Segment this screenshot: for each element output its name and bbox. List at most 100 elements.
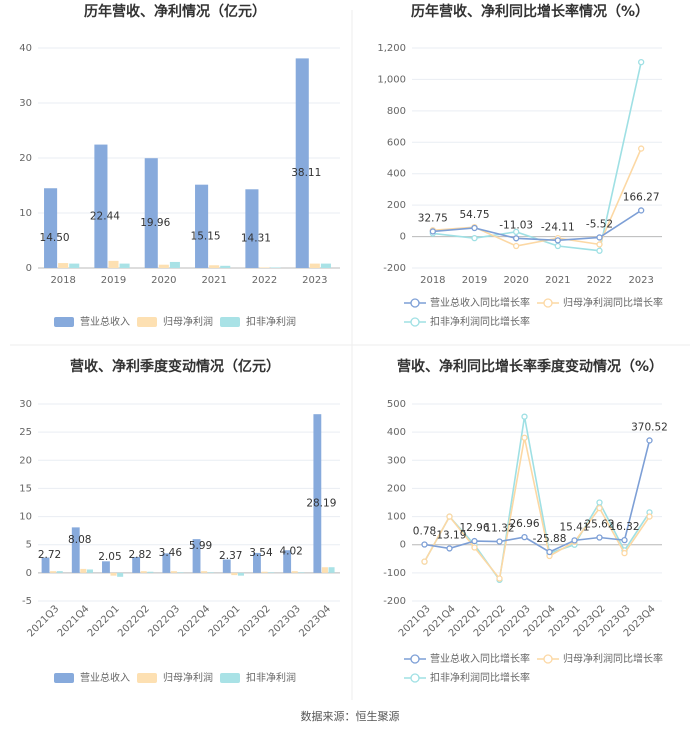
- bar: [140, 571, 147, 573]
- data-label: 22.44: [90, 210, 120, 222]
- legend-swatch: [220, 317, 240, 327]
- bar: [69, 263, 80, 268]
- y-tick-label: 400: [387, 169, 406, 180]
- legend-swatch: [54, 673, 74, 683]
- point: [596, 504, 603, 512]
- y-tick-label: -200: [383, 596, 406, 607]
- y-tick-label: 20: [19, 455, 32, 466]
- legend-label: 营业总收入同比增长率: [430, 652, 530, 665]
- y-tick-label: -200: [383, 263, 406, 274]
- x-tick-label: 2022Q2: [116, 603, 152, 639]
- legend-swatch: [410, 317, 420, 327]
- y-tick-label: 30: [19, 399, 32, 410]
- chart-title: 营收、净利同比增长率季度变动情况（%）: [397, 358, 663, 375]
- bar: [209, 265, 220, 268]
- data-label: 0.78: [413, 525, 436, 537]
- legend-swatch: [137, 317, 157, 327]
- source: 数据来源：恒生聚源: [301, 709, 400, 723]
- legend-label: 扣非净利润同比增长率: [430, 315, 530, 328]
- bar: [71, 527, 80, 573]
- point: [429, 228, 436, 235]
- data-label: 38.11: [291, 167, 321, 179]
- bar: [119, 263, 130, 268]
- bar: [328, 567, 335, 573]
- data-label: 54.75: [459, 209, 489, 221]
- bar: [158, 264, 169, 268]
- bar: [291, 571, 298, 573]
- line: [424, 440, 651, 553]
- data-label: 28.19: [306, 498, 336, 510]
- data-label: 12.96: [459, 522, 489, 534]
- y-tick-label: 300: [387, 455, 406, 466]
- bar: [132, 556, 141, 573]
- point: [554, 242, 561, 250]
- bar: [320, 263, 331, 268]
- point: [521, 434, 528, 441]
- bar: [86, 569, 93, 573]
- point: [596, 234, 603, 241]
- bar: [220, 265, 231, 268]
- legend-swatch: [54, 317, 74, 327]
- bar: [144, 158, 158, 268]
- x-tick-label: 2021: [545, 275, 570, 286]
- point: [646, 437, 653, 444]
- point: [521, 533, 528, 541]
- point: [638, 58, 645, 66]
- x-tick-label: 2018: [50, 275, 75, 286]
- data-label: -25.88: [533, 533, 567, 545]
- y-tick-label: 0: [26, 263, 32, 274]
- data-label: 14.31: [241, 233, 271, 245]
- y-tick-label: 10: [19, 512, 32, 523]
- data-label: 4.02: [279, 546, 302, 558]
- data-label: 32.75: [418, 212, 448, 224]
- data-label: -24.11: [541, 221, 575, 233]
- bar: [261, 571, 268, 573]
- point: [496, 538, 503, 545]
- point: [521, 413, 528, 420]
- data-label: 16.32: [609, 521, 639, 533]
- y-tick-label: 0: [400, 232, 406, 243]
- x-tick-label: 2021Q3: [26, 603, 62, 639]
- data-label: 2.05: [98, 551, 121, 563]
- legend-label: 扣非净利润: [246, 671, 296, 684]
- data-label: 15.15: [191, 230, 221, 242]
- data-label: -13.19: [433, 529, 467, 541]
- point: [596, 247, 603, 254]
- legend-swatch: [410, 298, 420, 308]
- legend-label: 归母净利润同比增长率: [563, 296, 663, 309]
- data-label: 2.37: [219, 550, 242, 562]
- legend-label: 扣非净利润: [246, 315, 296, 328]
- y-tick-label: 400: [387, 427, 406, 438]
- x-tick-label: 2022: [252, 275, 277, 286]
- bar: [237, 572, 244, 576]
- bar: [102, 561, 110, 573]
- bar: [201, 571, 208, 573]
- legend-label: 营业总收入: [80, 671, 130, 684]
- x-tick-label: 2019: [462, 275, 487, 286]
- bar: [56, 571, 63, 573]
- x-tick-label: 2021Q4: [56, 603, 92, 639]
- bar: [162, 553, 171, 573]
- legend-label: 营业总收入: [80, 315, 130, 328]
- point: [471, 537, 478, 545]
- bar: [170, 571, 177, 573]
- bar: [108, 260, 119, 268]
- bar: [177, 572, 184, 573]
- data-label: 3.46: [159, 547, 183, 559]
- data-label: 8.08: [68, 534, 91, 546]
- point: [546, 548, 553, 556]
- legend-swatch: [137, 673, 157, 683]
- y-tick-label: 200: [387, 200, 406, 211]
- bar: [117, 572, 124, 577]
- x-tick-label: 2023: [302, 275, 327, 286]
- y-tick-label: 30: [19, 98, 32, 109]
- x-tick-label: 2019: [101, 275, 126, 286]
- bar: [80, 568, 87, 573]
- point: [621, 550, 628, 557]
- bar: [50, 571, 57, 573]
- bar: [195, 184, 209, 268]
- point: [496, 575, 503, 582]
- data-label: 26.96: [509, 518, 539, 530]
- bar: [270, 267, 281, 268]
